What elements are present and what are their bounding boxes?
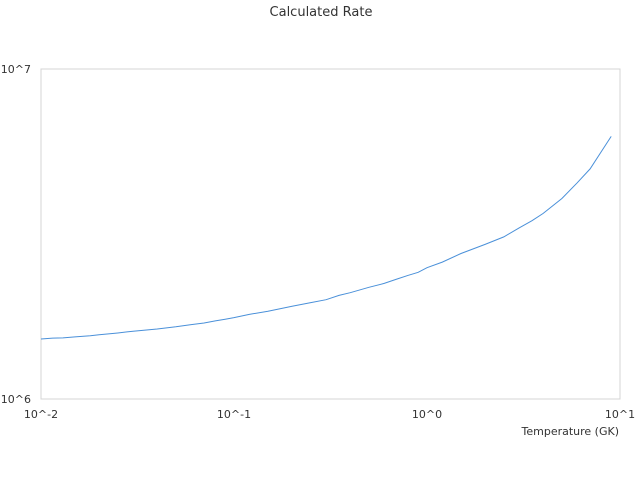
plot-area (40, 68, 621, 400)
chart-title: Calculated Rate (270, 5, 373, 20)
y-axis-ticks: 10^6 10^7 (1, 63, 31, 406)
x-tick-label: 10^0 (412, 408, 442, 421)
x-tick-label: 10^-1 (217, 408, 251, 421)
y-tick-label: 10^6 (1, 393, 31, 406)
series-layer (40, 136, 612, 340)
x-axis-label: Temperature (GK) (521, 425, 620, 438)
y-tick-label: 10^7 (1, 63, 31, 76)
x-tick-label: 10^1 (605, 408, 635, 421)
x-tick-label: 10^-2 (24, 408, 58, 421)
series-line (40, 136, 612, 340)
x-axis-ticks: 10^-2 10^-1 10^0 10^1 (24, 408, 635, 421)
